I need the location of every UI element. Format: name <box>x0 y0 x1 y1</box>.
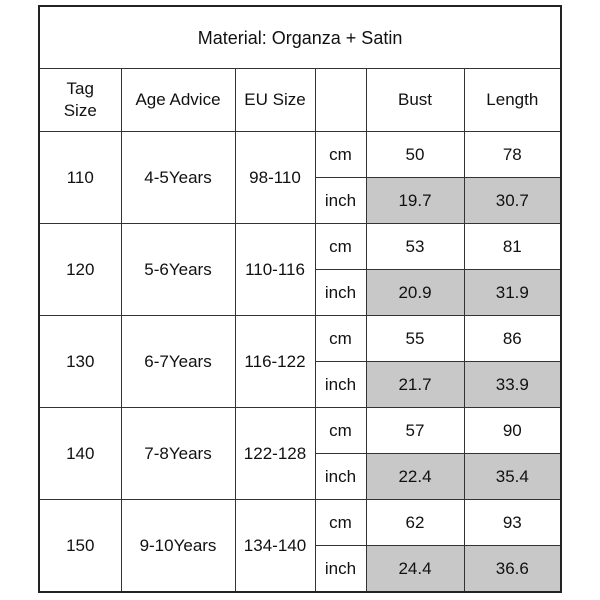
age-advice: 4-5Years <box>120 131 236 224</box>
bust: 57 <box>365 407 465 454</box>
unit: inch <box>314 361 367 408</box>
unit: cm <box>314 407 367 454</box>
size-table: Material: Organza + Satin Tag Size Age A… <box>38 5 563 593</box>
unit: cm <box>314 131 367 178</box>
size-row: inch 20.9 31.9 <box>39 269 562 316</box>
unit: cm <box>314 223 367 270</box>
size-row: 130 6-7Years 116-122 cm 55 86 <box>38 315 562 408</box>
header-cell: Length <box>463 68 562 132</box>
bust: 24.4 <box>365 545 465 593</box>
length: 90 <box>463 407 562 454</box>
age-advice: 5-6Years <box>120 223 236 316</box>
size-row: 110 4-5Years 98-110 cm 50 78 <box>38 131 562 224</box>
length: 31.9 <box>463 269 562 316</box>
header-cell: Bust <box>365 68 465 132</box>
tag-size: 130 <box>38 315 122 408</box>
unit: inch <box>314 545 367 593</box>
length: 93 <box>463 499 562 546</box>
bust: 62 <box>365 499 465 546</box>
header-cell: EU Size <box>234 68 316 132</box>
title-row: Material: Organza + Satin <box>38 5 562 69</box>
length: 33.9 <box>463 361 562 408</box>
length: 86 <box>463 315 562 362</box>
tag-size: 120 <box>38 223 122 316</box>
header-cell: Tag Size <box>38 68 122 132</box>
length: 81 <box>463 223 562 270</box>
age-advice: 7-8Years <box>120 407 236 500</box>
size-row: inch 21.7 33.9 <box>39 361 562 408</box>
unit: inch <box>314 177 367 224</box>
header-cell <box>314 68 367 132</box>
length: 36.6 <box>463 545 562 593</box>
bust: 50 <box>365 131 465 178</box>
age-advice: 6-7Years <box>120 315 236 408</box>
bust: 21.7 <box>365 361 465 408</box>
tag-size: 110 <box>38 131 122 224</box>
size-row: inch 19.7 30.7 <box>39 177 562 224</box>
length: 35.4 <box>463 453 562 500</box>
length: 78 <box>463 131 562 178</box>
eu-size: 98-110 <box>234 131 316 224</box>
header-row: Tag Size Age Advice EU Size Bust Length <box>38 68 562 132</box>
eu-size: 134-140 <box>234 499 316 593</box>
unit: inch <box>314 453 367 500</box>
length: 30.7 <box>463 177 562 224</box>
unit: cm <box>314 499 367 546</box>
size-row: inch 24.4 36.6 <box>39 545 562 593</box>
bust: 22.4 <box>365 453 465 500</box>
tag-size: 140 <box>38 407 122 500</box>
bust: 53 <box>365 223 465 270</box>
size-row: inch 22.4 35.4 <box>39 453 562 500</box>
table-body: Material: Organza + Satin Tag Size Age A… <box>38 5 562 593</box>
size-row: 120 5-6Years 110-116 cm 53 81 <box>38 223 562 316</box>
eu-size: 122-128 <box>234 407 316 500</box>
eu-size: 116-122 <box>234 315 316 408</box>
size-row: 150 9-10Years 134-140 cm 62 93 <box>38 499 562 593</box>
unit: inch <box>314 269 367 316</box>
tag-size: 150 <box>38 499 122 593</box>
unit: cm <box>314 315 367 362</box>
eu-size: 110-116 <box>234 223 316 316</box>
bust: 20.9 <box>365 269 465 316</box>
age-advice: 9-10Years <box>120 499 236 593</box>
header-cell: Age Advice <box>120 68 236 132</box>
bust: 55 <box>365 315 465 362</box>
bust: 19.7 <box>365 177 465 224</box>
table-title: Material: Organza + Satin <box>38 5 562 69</box>
size-row: 140 7-8Years 122-128 cm 57 90 <box>38 407 562 500</box>
